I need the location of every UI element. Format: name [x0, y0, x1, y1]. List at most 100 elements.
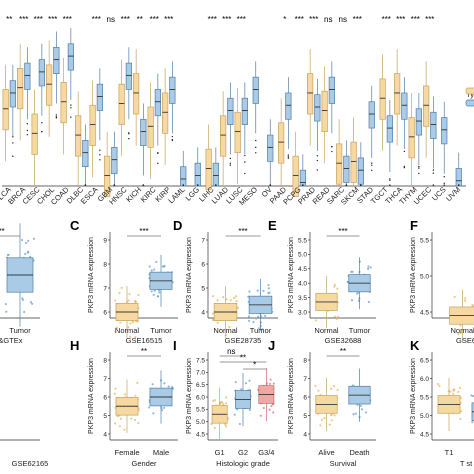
y-tick-label: 6.0 [196, 394, 205, 401]
box-iqr [241, 97, 248, 125]
jitter-point [248, 319, 251, 322]
top-tick-KICH: KICH [124, 185, 143, 204]
box-iqr [401, 92, 408, 120]
jitter-point [261, 328, 264, 331]
x-tick-label: Alive [318, 448, 334, 457]
box-tumor-CESC [38, 43, 45, 116]
jitter-point [262, 406, 265, 410]
box-normal [115, 286, 139, 338]
y-tick-label: 7.5 [196, 357, 205, 364]
jitter-point [127, 299, 130, 302]
legend-title: Ty [466, 90, 474, 99]
jitter-point [130, 417, 133, 420]
panel-H: H 4 5 6 7 8 PKP3 mRNA expression Female Male ** Ge… [70, 338, 178, 468]
sig-label-PRAD: *** [309, 15, 318, 24]
sig-label: ** [340, 347, 346, 356]
jitter-point [29, 301, 33, 304]
outlier-point [128, 132, 130, 134]
box-iqr [111, 147, 118, 175]
box-tumor-STAD [368, 85, 375, 158]
box-iqr [285, 92, 292, 120]
outlier-point [197, 184, 199, 186]
box-tumor-TGCT [386, 99, 393, 172]
jitter-point [153, 289, 156, 292]
outlier-point [418, 167, 420, 169]
x-tick-label: Death [349, 448, 369, 457]
jitter-point [148, 406, 151, 409]
jitter-point [257, 315, 260, 318]
jitter-point [134, 394, 137, 397]
box-iqr [455, 168, 462, 187]
jitter-point [365, 411, 368, 414]
y-tick-label: 5.5 [420, 237, 429, 244]
jitter-point [255, 317, 258, 320]
jitter-point [155, 260, 158, 264]
jitter-point [252, 320, 255, 324]
outlier-point [432, 172, 435, 174]
sig-label-SKCM: *** [353, 15, 362, 24]
sig-label: *** [238, 227, 247, 236]
x-tick-label: G2 [238, 448, 248, 457]
sig-label-KICH: ** [137, 15, 143, 24]
box-iqr [2, 89, 9, 131]
box-iqr [441, 117, 448, 145]
x-axis-title: Gender [131, 459, 157, 468]
jitter-point [350, 299, 354, 302]
box-normal-COAD [60, 57, 67, 155]
x-tick-label: Female [114, 448, 139, 457]
box-iqr [46, 64, 53, 106]
y-tick-label: 8 [103, 261, 107, 268]
jitter-point [352, 413, 355, 416]
outlier-point [389, 184, 391, 186]
top-tick-UCS: UCS [430, 185, 448, 203]
jitter-point [133, 418, 137, 422]
box-iqr [17, 68, 24, 110]
jitter-point [457, 390, 460, 394]
outlier-point [302, 184, 304, 186]
y-tick-label: 4.5 [420, 309, 429, 316]
x-tick-label: Normal [451, 326, 474, 335]
y-tick-label: 5.0 [298, 252, 307, 259]
panel-p5: ***GSE62165 [0, 439, 48, 468]
jitter-point [132, 321, 135, 324]
panel-D: D 4 5 6 7 PKP3 mRNA expression Normal Tumor *** G… [173, 218, 278, 345]
box-iqr [31, 113, 38, 155]
outlier-point [287, 157, 290, 159]
box-iqr [227, 97, 234, 125]
jitter-point [158, 291, 161, 294]
jitter-point [369, 266, 372, 269]
sig-label: *** [338, 227, 347, 236]
jitter-point [234, 295, 238, 298]
jitter-point [115, 326, 118, 329]
jitter-point [32, 237, 36, 240]
box-male [149, 370, 173, 424]
top-pan-cancer-boxplot: **BLCA***BRCA***CESC***CHOL***COADDLBC**… [0, 15, 474, 207]
jitter-point [336, 388, 339, 392]
jitter-point [224, 425, 228, 428]
sig-label-CESC: *** [34, 15, 43, 24]
outlier-point [26, 129, 29, 132]
y-tick-label: 4 [201, 309, 205, 316]
panel-letter: H [70, 338, 79, 353]
jitter-point [27, 239, 30, 242]
box-tumor-THYM [415, 92, 422, 165]
jitter-point [153, 268, 156, 271]
panel-letter: K [410, 338, 420, 353]
jitter-point [211, 312, 215, 315]
y-axis-label: PKP3 mRNA expression [186, 358, 193, 434]
jitter-point [23, 310, 26, 314]
jitter-point [319, 424, 322, 427]
box-tumor-UVM [455, 152, 462, 187]
y-tick-label: 6.0 [420, 376, 429, 383]
jitter-point [212, 399, 215, 402]
jitter-point [317, 389, 320, 392]
outlier-point [316, 169, 319, 171]
jitter-point [24, 252, 27, 255]
box-t1 [437, 377, 461, 432]
box-iqr [162, 92, 169, 134]
panel-letter: J [268, 338, 275, 353]
outlier-point [360, 184, 362, 186]
box-iqr [24, 62, 31, 90]
jitter-point [161, 409, 164, 412]
